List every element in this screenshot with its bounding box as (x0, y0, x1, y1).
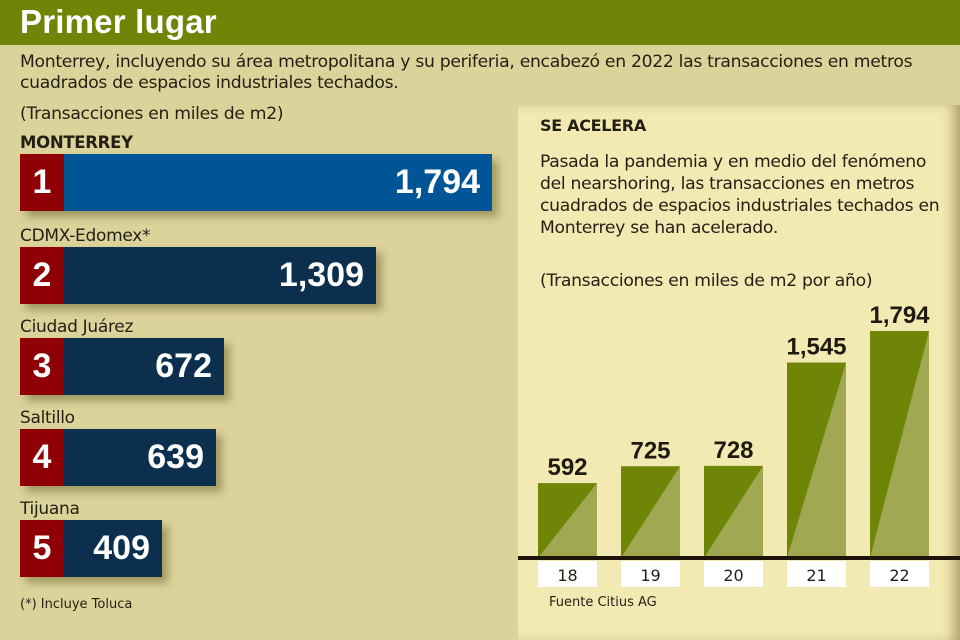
rank-row: CDMX-Edomex* 2 1,309 (20, 225, 376, 304)
yearly-bar-chart: 592 18 725 19 728 20 1,545 21 1,794 22 (518, 302, 960, 587)
value-bar: 1,794 (64, 154, 492, 211)
rank-number: 1 (20, 154, 64, 211)
value-label: 592 (547, 454, 587, 481)
category-box (787, 561, 846, 587)
rank-bar: 2 1,309 (20, 247, 376, 304)
category-box (704, 561, 763, 587)
category-label: 19 (640, 566, 660, 585)
year-bar: 1,794 22 (869, 302, 930, 587)
rank-number: 4 (20, 429, 64, 486)
year-bar: 728 20 (704, 437, 763, 587)
page-title: Primer lugar (20, 3, 217, 40)
bar-light-triangle (621, 466, 680, 558)
rank-bar: 3 672 (20, 338, 224, 395)
rank-row: MONTERREY 1 1,794 (20, 132, 492, 211)
rank-bar: 4 639 (20, 429, 216, 486)
value-bar: 672 (64, 338, 224, 395)
category-box (621, 561, 680, 587)
bar-light-triangle (538, 483, 597, 558)
value-bar: 409 (64, 520, 162, 577)
city-label: MONTERREY (20, 133, 133, 152)
category-label: 22 (889, 566, 909, 585)
category-label: 18 (557, 566, 577, 585)
city-label: CDMX-Edomex* (20, 226, 151, 246)
year-bar: 725 19 (621, 437, 680, 587)
panel-units: (Transacciones en miles de m2 por año) (540, 271, 873, 291)
category-label: 20 (723, 566, 743, 585)
bar-light-triangle (704, 465, 763, 558)
footnote: (*) Incluye Toluca (20, 597, 133, 612)
city-label: Ciudad Juárez (20, 317, 134, 337)
city-label: Tijuana (20, 499, 80, 519)
rank-number: 5 (20, 520, 64, 577)
value-label: 728 (713, 437, 753, 464)
value-label: 1,794 (869, 302, 930, 329)
panel-description: Pasada la pandemia y en medio del fenóme… (540, 152, 940, 238)
rank-bar: 1 1,794 (20, 154, 492, 211)
intro-text: Monterrey, incluyendo su área metropolit… (20, 52, 913, 93)
category-box (870, 561, 929, 587)
rank-number: 3 (20, 338, 64, 395)
rank-row: Tijuana 5 409 (20, 498, 162, 577)
value-bar: 639 (64, 429, 216, 486)
trend-panel: SE ACELERA Pasada la pandemia y en medio… (518, 105, 960, 640)
source-note: Fuente Citius AG (549, 595, 657, 610)
value-label: 1,545 (786, 334, 846, 361)
panel-title: SE ACELERA (540, 116, 646, 135)
value-bar: 1,309 (64, 247, 376, 304)
rank-number: 2 (20, 247, 64, 304)
bar-light-triangle (870, 331, 929, 558)
city-label: Saltillo (20, 408, 75, 428)
rank-row: Saltillo 4 639 (20, 407, 216, 486)
year-bar: 592 18 (538, 454, 597, 587)
ranking-units: (Transacciones en miles de m2) (20, 104, 284, 124)
rank-row: Ciudad Juárez 3 672 (20, 316, 224, 395)
year-bar: 1,545 21 (786, 334, 847, 587)
value-label: 725 (630, 437, 670, 464)
rank-bar: 5 409 (20, 520, 162, 577)
category-box (538, 561, 597, 587)
header-banner: Primer lugar (0, 0, 960, 45)
bar-light-triangle (787, 362, 846, 558)
category-label: 21 (806, 566, 826, 585)
